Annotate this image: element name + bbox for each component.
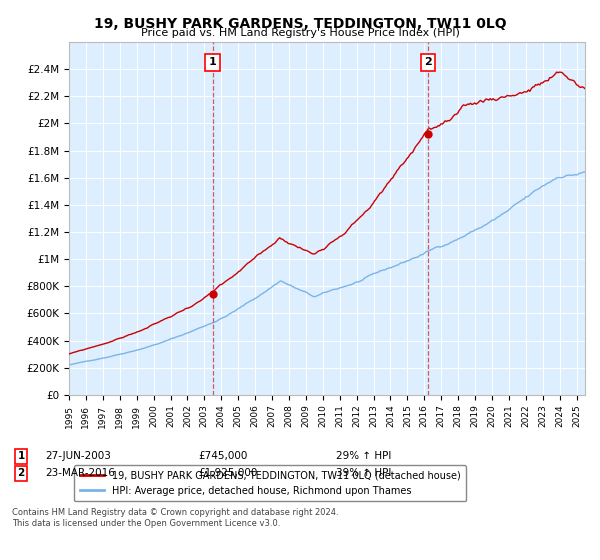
Text: £1,925,000: £1,925,000	[198, 468, 257, 478]
Text: 2: 2	[424, 57, 432, 67]
Legend: 19, BUSHY PARK GARDENS, TEDDINGTON, TW11 0LQ (detached house), HPI: Average pric: 19, BUSHY PARK GARDENS, TEDDINGTON, TW11…	[74, 465, 466, 501]
Text: 39% ↑ HPI: 39% ↑ HPI	[336, 468, 391, 478]
Text: 29% ↑ HPI: 29% ↑ HPI	[336, 451, 391, 461]
Text: Price paid vs. HM Land Registry's House Price Index (HPI): Price paid vs. HM Land Registry's House …	[140, 28, 460, 38]
Text: 1: 1	[209, 57, 217, 67]
Text: 23-MAR-2016: 23-MAR-2016	[45, 468, 115, 478]
Text: £745,000: £745,000	[198, 451, 247, 461]
Text: Contains HM Land Registry data © Crown copyright and database right 2024.: Contains HM Land Registry data © Crown c…	[12, 508, 338, 517]
Text: This data is licensed under the Open Government Licence v3.0.: This data is licensed under the Open Gov…	[12, 519, 280, 528]
Text: 2: 2	[17, 468, 25, 478]
Text: 27-JUN-2003: 27-JUN-2003	[45, 451, 111, 461]
Text: 1: 1	[17, 451, 25, 461]
Text: 19, BUSHY PARK GARDENS, TEDDINGTON, TW11 0LQ: 19, BUSHY PARK GARDENS, TEDDINGTON, TW11…	[94, 17, 506, 31]
